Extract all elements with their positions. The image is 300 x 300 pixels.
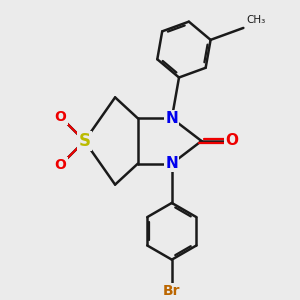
- Text: Br: Br: [163, 284, 181, 298]
- Text: CH₃: CH₃: [246, 15, 265, 25]
- Text: O: O: [55, 158, 67, 172]
- Text: O: O: [55, 110, 67, 124]
- Text: N: N: [165, 111, 178, 126]
- Text: O: O: [226, 134, 238, 148]
- Text: S: S: [79, 132, 91, 150]
- Text: N: N: [165, 156, 178, 171]
